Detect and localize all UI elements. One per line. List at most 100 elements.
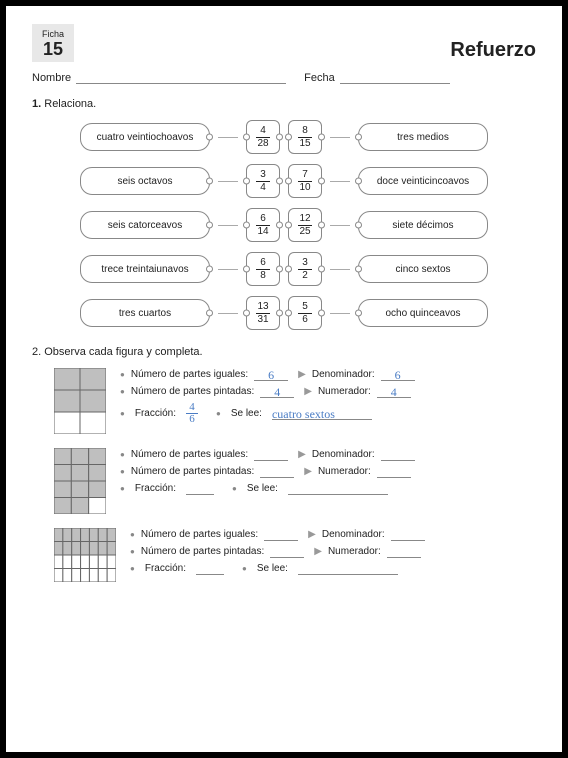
fraction-box[interactable]: 32	[288, 252, 322, 286]
nombre-label: Nombre	[32, 72, 71, 84]
connector-line	[218, 269, 238, 270]
section1-number: 1.	[32, 98, 41, 110]
numerador-value[interactable]	[377, 465, 411, 478]
fraction-shape	[54, 448, 106, 514]
denominador-value[interactable]	[381, 448, 415, 461]
bullet-icon: ●	[130, 530, 135, 539]
match-right-pill[interactable]: doce veinticincoavos	[358, 167, 488, 195]
bullet-icon: ●	[120, 370, 125, 379]
selee-label: Se lee:	[231, 408, 262, 419]
page-title: Refuerzo	[450, 39, 536, 62]
section1-heading: Relaciona.	[44, 98, 96, 110]
figure-block: ● Número de partes iguales: ▶ Denominado…	[54, 448, 536, 514]
numerador-label: Numerador:	[318, 466, 371, 477]
connector-line	[330, 225, 350, 226]
match-right-pill[interactable]: siete décimos	[358, 211, 488, 239]
arrow-icon: ▶	[304, 466, 312, 477]
denominador-value[interactable]: 6	[381, 368, 415, 381]
matching-rows: cuatro veintiochoavos 428 815 tres medio…	[32, 120, 536, 330]
match-row: seis octavos 34 710 doce veinticincoavos	[32, 164, 536, 198]
selee-label: Se lee:	[247, 483, 278, 494]
bullet-icon: ●	[120, 467, 125, 476]
worksheet-header: Ficha 15 Refuerzo	[32, 24, 536, 62]
match-left-pill[interactable]: tres cuartos	[80, 299, 210, 327]
bullet-icon: ●	[120, 450, 125, 459]
arrow-icon: ▶	[304, 386, 312, 397]
numerador-value[interactable]	[387, 545, 421, 558]
bullet-icon: ●	[130, 564, 135, 573]
section2-heading: Observa cada figura y completa.	[44, 346, 202, 358]
fraccion-label: Fracción:	[145, 563, 186, 574]
match-right-pill[interactable]: tres medios	[358, 123, 488, 151]
fraction-box[interactable]: 428	[246, 120, 280, 154]
fecha-input-line[interactable]	[340, 70, 450, 84]
section2-number: 2.	[32, 346, 41, 358]
selee-value[interactable]	[298, 562, 398, 575]
bullet-icon: ●	[120, 484, 125, 493]
figure-fields: ● Número de partes iguales: 6 ▶ Denomina…	[120, 368, 536, 429]
denominador-label: Denominador:	[312, 449, 375, 460]
denominador-value[interactable]	[391, 528, 425, 541]
arrow-icon: ▶	[308, 529, 316, 540]
match-row: trece treintaiunavos 68 32 cinco sextos	[32, 252, 536, 286]
nombre-input-line[interactable]	[76, 70, 286, 84]
match-row: tres cuartos 1331 56 ocho quinceavos	[32, 296, 536, 330]
arrow-icon: ▶	[298, 449, 306, 460]
figure-block: ● Número de partes iguales: ▶ Denominado…	[54, 528, 536, 582]
figure-fields: ● Número de partes iguales: ▶ Denominado…	[130, 528, 536, 579]
selee-label: Se lee:	[257, 563, 288, 574]
section2-title: 2. Observa cada figura y completa.	[32, 346, 536, 358]
partes-iguales-label: Número de partes iguales:	[131, 449, 248, 460]
fraction-box[interactable]: 710	[288, 164, 322, 198]
match-left-pill[interactable]: seis catorceavos	[80, 211, 210, 239]
fraction-shape	[54, 528, 116, 582]
section1-title: 1. Relaciona.	[32, 98, 536, 110]
fraction-box[interactable]: 56	[288, 296, 322, 330]
fraction-box[interactable]: 614	[246, 208, 280, 242]
numerador-value[interactable]: 4	[377, 385, 411, 398]
selee-value[interactable]	[288, 482, 388, 495]
partes-iguales-value[interactable]	[254, 448, 288, 461]
match-left-pill[interactable]: seis octavos	[80, 167, 210, 195]
fecha-label: Fecha	[304, 72, 335, 84]
connector-line	[218, 137, 238, 138]
connector-line	[330, 137, 350, 138]
match-right-pill[interactable]: cinco sextos	[358, 255, 488, 283]
figures-container: ● Número de partes iguales: 6 ▶ Denomina…	[32, 368, 536, 582]
bullet-icon: ●	[130, 547, 135, 556]
match-left-pill[interactable]: cuatro veintiochoavos	[80, 123, 210, 151]
connector-line	[330, 269, 350, 270]
connector-line	[330, 313, 350, 314]
partes-pintadas-value[interactable]: 4	[260, 385, 294, 398]
ficha-badge: Ficha 15	[32, 24, 74, 62]
fraction-shape	[54, 368, 106, 434]
fraccion-label: Fracción:	[135, 483, 176, 494]
fraction-box[interactable]: 68	[246, 252, 280, 286]
partes-iguales-value[interactable]	[264, 528, 298, 541]
denominador-label: Denominador:	[312, 369, 375, 380]
partes-iguales-label: Número de partes iguales:	[131, 369, 248, 380]
partes-pintadas-value[interactable]	[260, 465, 294, 478]
figure-fields: ● Número de partes iguales: ▶ Denominado…	[120, 448, 536, 499]
match-left-pill[interactable]: trece treintaiunavos	[80, 255, 210, 283]
bullet-icon: ●	[232, 484, 237, 493]
denominador-label: Denominador:	[322, 529, 385, 540]
ficha-number: 15	[42, 39, 64, 60]
numerador-label: Numerador:	[318, 386, 371, 397]
connector-line	[218, 181, 238, 182]
name-date-row: Nombre Fecha	[32, 70, 536, 84]
fraction-box[interactable]: 1331	[246, 296, 280, 330]
partes-pintadas-value[interactable]	[270, 545, 304, 558]
bullet-icon: ●	[120, 409, 125, 418]
match-row: seis catorceavos 614 1225 siete décimos	[32, 208, 536, 242]
selee-value[interactable]: cuatro sextos	[272, 407, 372, 420]
fraction-box[interactable]: 1225	[288, 208, 322, 242]
partes-iguales-value[interactable]: 6	[254, 368, 288, 381]
partes-pintadas-label: Número de partes pintadas:	[141, 546, 264, 557]
fraction-box[interactable]: 34	[246, 164, 280, 198]
connector-line	[218, 225, 238, 226]
fraction-box[interactable]: 815	[288, 120, 322, 154]
arrow-icon: ▶	[314, 546, 322, 557]
match-row: cuatro veintiochoavos 428 815 tres medio…	[32, 120, 536, 154]
match-right-pill[interactable]: ocho quinceavos	[358, 299, 488, 327]
